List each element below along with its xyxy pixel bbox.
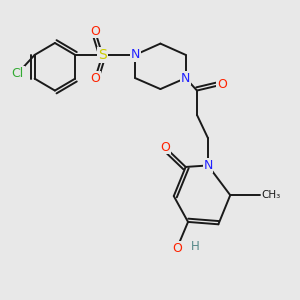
Text: O: O	[217, 78, 227, 91]
Text: O: O	[90, 72, 100, 85]
Text: CH₃: CH₃	[262, 190, 281, 200]
Text: O: O	[160, 140, 170, 154]
Text: Cl: Cl	[12, 67, 24, 80]
Text: N: N	[130, 48, 140, 62]
Text: S: S	[98, 48, 107, 62]
Text: O: O	[172, 242, 182, 255]
Text: H: H	[191, 240, 200, 253]
Text: N: N	[181, 72, 190, 85]
Text: N: N	[203, 159, 213, 172]
Text: O: O	[90, 25, 100, 38]
